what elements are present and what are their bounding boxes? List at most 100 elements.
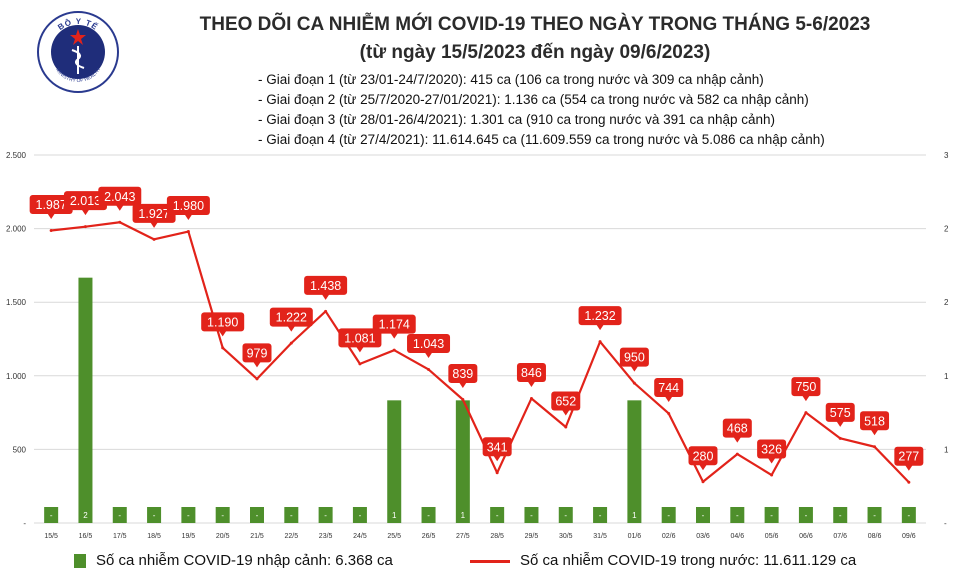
bar-data-label: - bbox=[805, 511, 808, 520]
line-point bbox=[495, 471, 499, 475]
line-data-label: 979 bbox=[247, 346, 268, 360]
x-tick-label: 28/5 bbox=[490, 533, 504, 540]
line-label-box bbox=[654, 377, 684, 397]
line-label-box bbox=[448, 363, 478, 383]
line-data-label: 280 bbox=[693, 449, 714, 463]
line-point bbox=[186, 230, 190, 234]
bar bbox=[112, 507, 127, 523]
line-data-label: 1.987 bbox=[36, 198, 67, 212]
x-tick-label: 03/6 bbox=[696, 533, 710, 540]
line-data-label: 277 bbox=[898, 450, 919, 464]
line-label-pointer bbox=[733, 436, 742, 443]
line-label-box bbox=[757, 439, 787, 459]
line-label-box bbox=[619, 347, 649, 367]
line-data-label: 575 bbox=[830, 406, 851, 420]
x-tick-label: 02/6 bbox=[662, 533, 676, 540]
line-data-label: 518 bbox=[864, 414, 885, 428]
y-right-tick-label: 1 bbox=[944, 372, 949, 381]
bar-data-label: - bbox=[667, 511, 670, 520]
x-tick-label: 23/5 bbox=[319, 533, 333, 540]
bar bbox=[352, 507, 367, 523]
bar bbox=[284, 507, 299, 523]
line-data-label: 1.174 bbox=[379, 318, 410, 332]
bar-data-label: - bbox=[564, 511, 567, 520]
phase-note-3: - Giai đoạn 3 (từ 28/01-26/4/2021): 1.30… bbox=[258, 112, 776, 127]
bar-data-label: - bbox=[153, 511, 156, 520]
bar-data-label: - bbox=[770, 511, 773, 520]
line-data-label: 750 bbox=[795, 380, 816, 394]
bar-data-label: - bbox=[187, 511, 190, 520]
line-point bbox=[118, 220, 122, 224]
x-tick-label: 04/6 bbox=[730, 533, 744, 540]
bar-data-label: 1 bbox=[461, 511, 466, 520]
line-data-label: 468 bbox=[727, 422, 748, 436]
line-label-box bbox=[269, 307, 313, 327]
line-point bbox=[324, 309, 328, 313]
line-point bbox=[461, 397, 465, 401]
y-left-tick-label: 500 bbox=[13, 445, 27, 454]
line-data-label: 2.013 bbox=[70, 194, 101, 208]
chart-subtitle: (từ ngày 15/5/2023 đến ngày 09/6/2023) bbox=[359, 42, 711, 63]
ministry-of-health-logo: BỘ Y TẾ MINISTRY OF HEALTH bbox=[37, 11, 119, 93]
line-data-label: 2.043 bbox=[104, 190, 135, 204]
legend-line-label: Số ca nhiễm COVID-19 trong nước: 11.611.… bbox=[520, 552, 857, 569]
bar-data-label: - bbox=[427, 511, 430, 520]
phase-note-1: - Giai đoạn 1 (từ 23/01-24/7/2020): 415 … bbox=[258, 72, 764, 87]
line-point bbox=[358, 362, 362, 366]
line-data-label: 1.190 bbox=[207, 315, 238, 329]
x-tick-label: 26/5 bbox=[422, 533, 436, 540]
line-data-label: 1.222 bbox=[276, 311, 307, 325]
line-label-box bbox=[304, 275, 348, 295]
line-data-label: 1.438 bbox=[310, 279, 341, 293]
line-label-pointer bbox=[355, 346, 364, 353]
line-label-box bbox=[132, 203, 176, 223]
line-label-box bbox=[407, 333, 451, 353]
bar bbox=[730, 507, 745, 523]
y-right-tick-label: 2 bbox=[944, 298, 949, 307]
line-label-box bbox=[29, 195, 73, 215]
x-tick-label: 07/6 bbox=[833, 533, 847, 540]
line-label-pointer bbox=[699, 464, 707, 471]
line-label-box bbox=[860, 411, 890, 431]
y-left-tick-label: 1.000 bbox=[6, 372, 27, 381]
line-point bbox=[838, 436, 842, 440]
bar-data-label: - bbox=[908, 511, 911, 520]
bar-data-label: - bbox=[839, 511, 842, 520]
bar bbox=[524, 507, 539, 523]
y-left-tick-label: - bbox=[23, 519, 26, 528]
line-data-label: 341 bbox=[487, 440, 508, 454]
y-left-tick-label: 1.500 bbox=[6, 298, 27, 307]
line-label-box bbox=[63, 191, 107, 211]
x-tick-label: 19/5 bbox=[182, 533, 196, 540]
caduceus-icon bbox=[71, 46, 85, 74]
x-tick-label: 22/5 bbox=[284, 533, 298, 540]
y-right-tick-label: 3 bbox=[944, 151, 949, 160]
line-label-box bbox=[825, 402, 855, 422]
bar-data-label: - bbox=[530, 511, 533, 520]
line-label-pointer bbox=[767, 457, 776, 464]
bar bbox=[215, 507, 230, 523]
bar-data-label: - bbox=[702, 511, 705, 520]
x-tick-label: 25/5 bbox=[387, 533, 401, 540]
line-data-label: 1.232 bbox=[584, 309, 615, 323]
line-data-label: 1.043 bbox=[413, 337, 444, 351]
bar-data-label: - bbox=[118, 511, 121, 520]
line-label-pointer bbox=[321, 293, 330, 300]
line-point bbox=[564, 425, 568, 429]
line-label-pointer bbox=[287, 325, 296, 332]
line-point bbox=[529, 396, 533, 400]
line-point bbox=[804, 411, 808, 415]
line-point bbox=[427, 367, 431, 371]
y-right-tick-label: - bbox=[944, 519, 947, 528]
line-point bbox=[289, 341, 293, 345]
line-label-pointer bbox=[81, 209, 90, 216]
x-tick-label: 16/5 bbox=[79, 533, 93, 540]
bar-data-label: - bbox=[359, 511, 362, 520]
bar bbox=[798, 507, 813, 523]
line-label-pointer bbox=[561, 409, 570, 416]
x-tick-label: 20/5 bbox=[216, 533, 230, 540]
line-label-box bbox=[894, 446, 924, 466]
legend-line-swatch bbox=[470, 560, 510, 563]
bar bbox=[147, 507, 162, 523]
